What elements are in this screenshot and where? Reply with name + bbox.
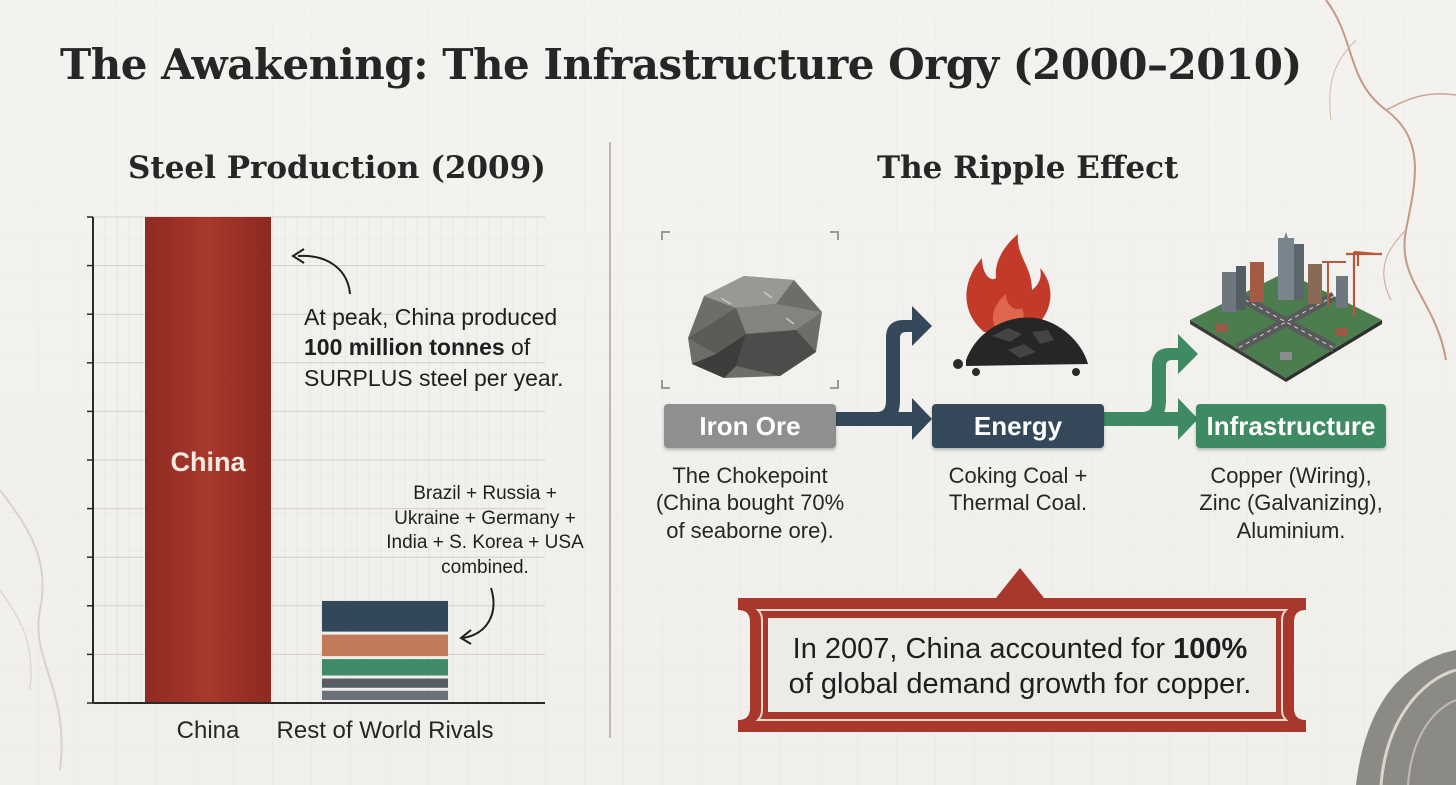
- copper-callout-box: [738, 568, 1306, 732]
- marble-stone-corner: [1356, 650, 1456, 785]
- infra-desc-line-1: Copper (Wiring),: [1210, 463, 1372, 488]
- steel-section-title: Steel Production (2009): [128, 150, 546, 186]
- node-infrastructure-label: Infrastructure: [1196, 404, 1386, 448]
- node-energy-label: Energy: [932, 404, 1104, 448]
- node-iron-ore-label: Iron Ore: [664, 404, 836, 448]
- flow-arrows: [836, 306, 1198, 440]
- annotation-of: of: [511, 334, 531, 361]
- chart-bars: [145, 217, 448, 703]
- iron-desc-line-2: (China bought 70%: [655, 490, 845, 516]
- node-infrastructure-desc: Copper (Wiring), Zinc (Galvanizing), Alu…: [1181, 462, 1401, 544]
- rivals-note-line-4: combined.: [441, 557, 529, 579]
- node-iron-ore-desc: The Chokepoint (China bought 70% of seab…: [640, 462, 860, 544]
- iron-desc-line-1: The Chokepoint: [672, 463, 828, 488]
- callout-post: of global demand growth for copper.: [788, 667, 1252, 700]
- annotation-arrow-up: [291, 248, 351, 295]
- arrow-iron-to-energy: [836, 306, 932, 440]
- bar-china: [145, 217, 271, 703]
- iron-ore-rock-icon: [688, 276, 822, 378]
- bar-rivals-segment: [322, 690, 448, 700]
- annotation-line-3: SURPLUS steel per year.: [304, 364, 564, 391]
- infra-desc-line-3: Aluminium.: [1236, 517, 1346, 543]
- surplus-annotation: At peak, China produced 100 million tonn…: [304, 302, 584, 393]
- copper-callout-text: In 2007, China accounted for 100% of glo…: [760, 632, 1280, 702]
- callout-pre: In 2007, China accounted for: [792, 633, 1166, 665]
- x-tick-label-china: China: [176, 717, 240, 744]
- steel-bar-chart: China China Rest of World Rivals At peak…: [0, 0, 610, 785]
- iron-ore-frame: [661, 231, 839, 389]
- bar-rivals-segment: [322, 678, 448, 688]
- rivals-note-line-2: Ukraine + Germany +: [394, 507, 576, 529]
- bar-rivals-segment: [322, 634, 448, 657]
- annotation-arrow-down: [459, 587, 495, 645]
- steel-chart-svg: [87, 216, 545, 704]
- rivals-note-line-1: Brazil + Russia +: [413, 483, 557, 504]
- city-construction-icon: [1190, 232, 1382, 382]
- annotation-bold: 100 million tonnes: [304, 334, 505, 361]
- node-energy-desc: Coking Coal + Thermal Coal.: [908, 462, 1128, 517]
- coal-fire-icon: [953, 234, 1088, 376]
- ripple-section-title: The Ripple Effect: [877, 150, 1179, 186]
- rivals-note: Brazil + Russia + Ukraine + Germany + In…: [380, 482, 590, 581]
- infra-desc-line-2: Zinc (Galvanizing),: [1199, 490, 1383, 516]
- iron-desc-line-3: of seaborne ore).: [666, 517, 834, 543]
- energy-desc-line-2: Thermal Coal.: [948, 490, 1088, 516]
- section-divider: [609, 142, 611, 738]
- bar-rivals-segment: [322, 600, 448, 632]
- rivals-note-line-3: India + S. Korea + USA: [386, 532, 584, 554]
- x-tick-label-rivals: Rest of World Rivals: [276, 717, 494, 744]
- annotation-line-1: At peak, China produced: [304, 304, 558, 330]
- energy-desc-line-1: Coking Coal +: [948, 463, 1088, 488]
- china-bar-inner-label: China: [170, 447, 246, 477]
- bar-rivals-segment: [322, 659, 448, 676]
- callout-bold: 100%: [1173, 633, 1248, 665]
- arrow-energy-to-infrastructure: [1104, 334, 1198, 440]
- page-title: The Awakening: The Infrastructure Orgy (…: [60, 40, 1302, 89]
